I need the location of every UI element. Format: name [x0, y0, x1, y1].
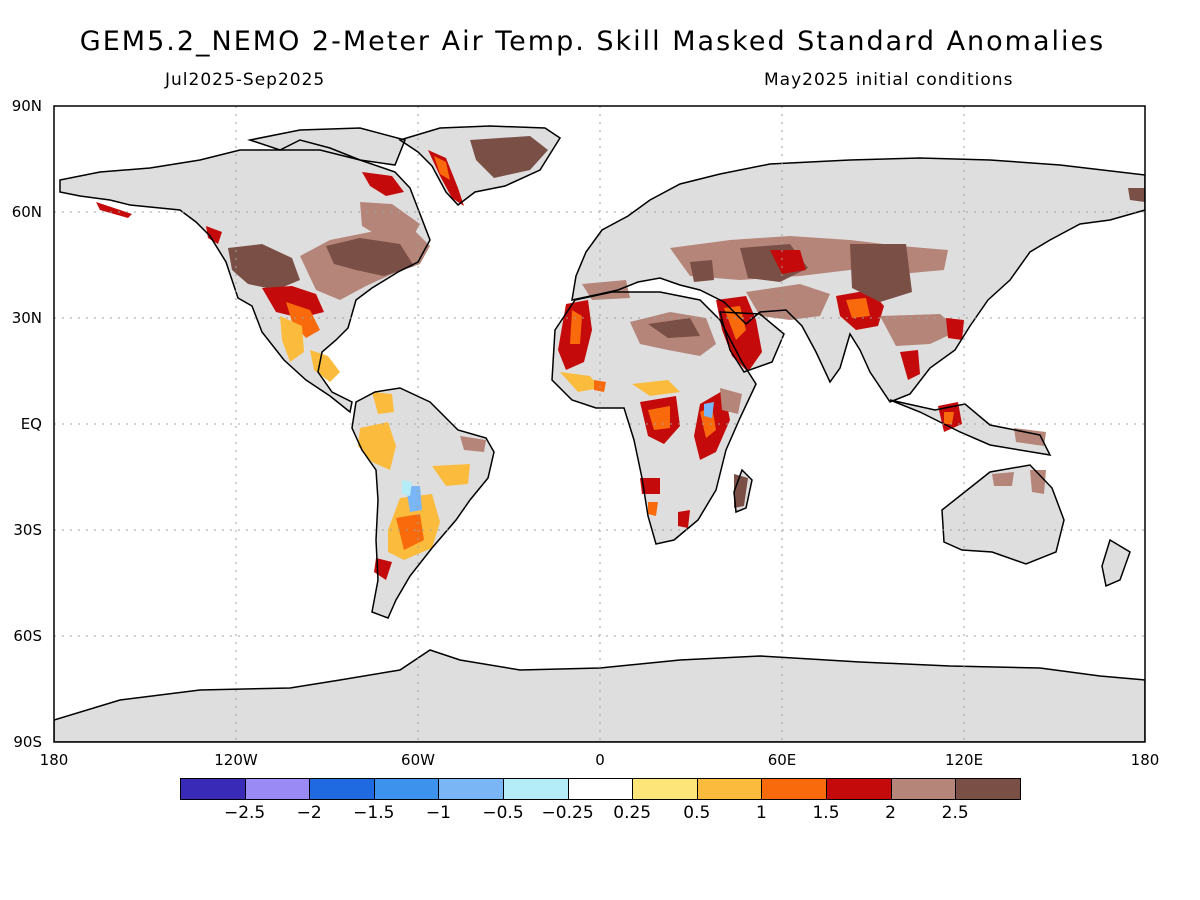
colorbar-label: −2 — [296, 803, 322, 823]
colorbar-label: 0.25 — [613, 803, 652, 823]
colorbar-label: 2.5 — [941, 803, 969, 823]
antarctica — [54, 650, 1145, 742]
lat-label-30s: 30S — [13, 521, 42, 539]
map-frame — [53, 105, 1146, 743]
arctic-islands — [250, 128, 405, 165]
lon-label-120w: 120W — [214, 751, 258, 769]
coastlines — [54, 125, 1145, 742]
africa-coastline — [551, 291, 757, 545]
colorbar-swatch — [244, 778, 311, 800]
arabian-peninsula-coastline — [719, 311, 785, 373]
new-zealand-coastline — [1101, 538, 1131, 588]
initial-conditions: May2025 initial conditions — [764, 70, 1014, 90]
australia-coastline — [941, 464, 1065, 565]
colorbar-swatch — [632, 778, 698, 800]
madagascar-coastline — [733, 468, 753, 514]
lon-label-60e: 60E — [767, 751, 797, 769]
colorbar-swatch — [826, 778, 892, 800]
lon-label-180e: 180 — [1130, 751, 1160, 769]
lon-label-180w: 180 — [39, 751, 69, 769]
forecast-period: Jul2025-Sep2025 — [165, 70, 326, 90]
lat-label-90n: 90N — [11, 97, 42, 115]
colorbar-label: −1 — [425, 803, 451, 823]
lon-label-60w: 60W — [401, 751, 435, 769]
map-title: GEM5.2_NEMO 2-Meter Air Temp. Skill Mask… — [79, 26, 1106, 57]
north-america-coastline — [59, 139, 431, 414]
colorbar-label: −2.5 — [223, 803, 266, 823]
colorbar-swatch — [761, 778, 827, 800]
arctic-islands-coastline — [247, 127, 407, 166]
colorbar-swatch — [180, 778, 246, 800]
colorbar-swatch — [373, 778, 440, 800]
maritime-continent — [890, 400, 1050, 455]
colorbar-swatch — [309, 778, 375, 800]
lon-label-120e: 120E — [944, 751, 984, 769]
lat-label-30n: 30N — [11, 309, 42, 327]
colorbar-label: 0.5 — [683, 803, 711, 823]
lat-label-90s: 90S — [13, 733, 42, 751]
colorbar-swatch — [503, 778, 569, 800]
colorbar-swatch — [567, 778, 634, 800]
eurasia-coastline — [571, 157, 1145, 403]
lon-label-0: 0 — [595, 751, 605, 769]
colorbar-label: −1.5 — [353, 803, 395, 823]
south-america-coastline — [351, 387, 495, 619]
lat-label-60n: 60N — [11, 203, 42, 221]
new-zealand — [1102, 540, 1130, 586]
anomaly-shading — [96, 136, 1145, 580]
colorbar-label: 1.5 — [812, 803, 840, 823]
colorbar-swatch — [955, 778, 1021, 800]
colorbar-swatch — [438, 778, 504, 800]
maritime-continent-coastline — [889, 399, 1052, 456]
colorbar-swatch — [696, 778, 763, 800]
lat-label-60s: 60S — [13, 627, 42, 645]
colorbar-label: 1 — [755, 803, 767, 823]
colorbar-label: −0.25 — [541, 803, 594, 823]
colorbar-swatch — [890, 778, 957, 800]
lat-label-eq: EQ — [20, 415, 42, 433]
graticule — [54, 106, 1145, 742]
colorbar-label: −0.5 — [482, 803, 524, 823]
greenland-coastline — [398, 125, 562, 207]
antarctica-coastline — [54, 649, 1145, 742]
colorbar-label: 2 — [885, 803, 897, 823]
